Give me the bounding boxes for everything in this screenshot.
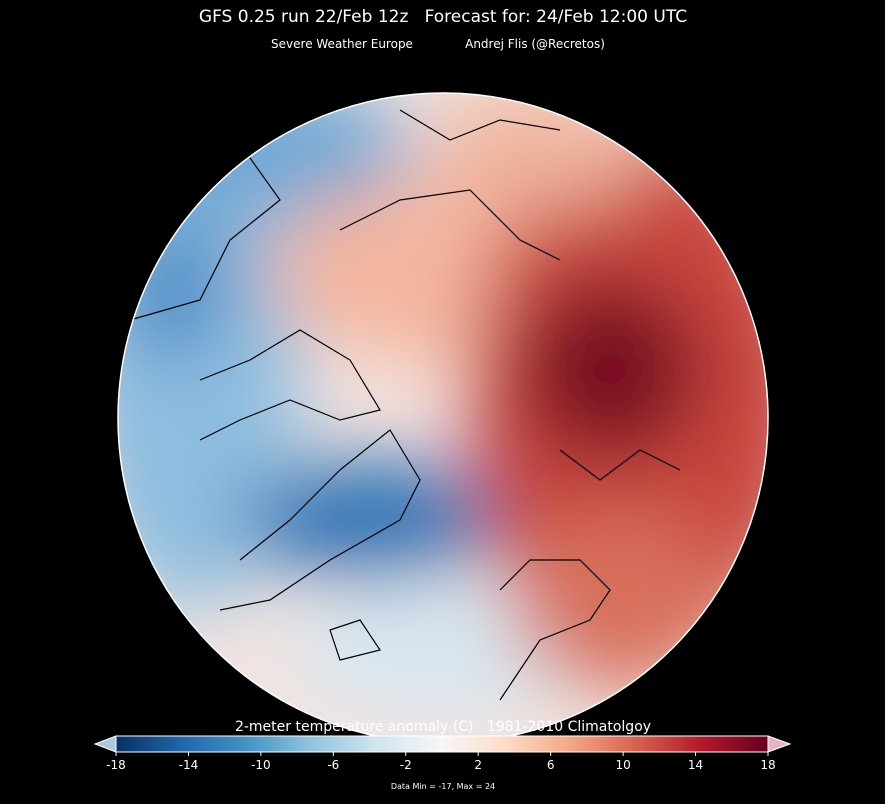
tick-label: -10	[251, 758, 271, 772]
tick-label: 2	[474, 758, 482, 772]
colorbar	[115, 735, 769, 753]
tick-label: 18	[760, 758, 775, 772]
tick-label: 10	[615, 758, 630, 772]
colorbar-over	[767, 735, 792, 753]
tick-label: -6	[327, 758, 339, 772]
title: GFS 0.25 run 22/Feb 12z Forecast for: 24…	[199, 7, 687, 27]
tick-label: -18	[106, 758, 126, 772]
footnote: Data Min = -17, Max = 24	[391, 782, 495, 791]
tick-label: -2	[400, 758, 412, 772]
map	[118, 93, 768, 743]
credit: Andrej Flis (@Recretos)	[465, 37, 605, 51]
colorbar-under	[93, 735, 117, 753]
colorbar-label: 2-meter temperature anomaly (C) 1981-201…	[235, 719, 651, 735]
tick-label: -14	[179, 758, 199, 772]
colorbar-ticks: -18 -14 -10 -6 -2 2 6 10 14 18	[106, 752, 776, 772]
tick-label: 14	[688, 758, 703, 772]
credit: Severe Weather Europe	[271, 37, 413, 51]
tick-label: 6	[547, 758, 555, 772]
